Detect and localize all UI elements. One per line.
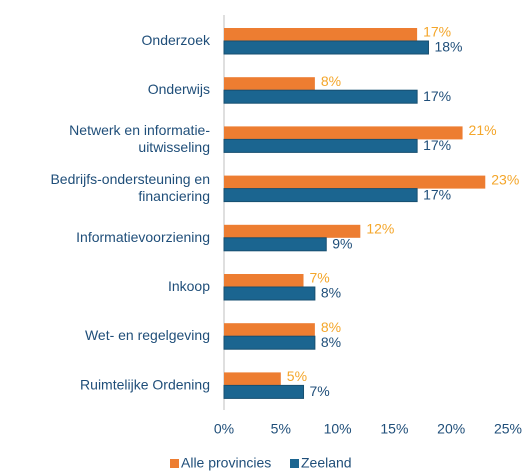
legend-swatch	[290, 459, 299, 468]
bar	[224, 274, 304, 287]
bar	[224, 77, 315, 91]
category-label: Onderzoek	[142, 32, 211, 48]
legend-swatch	[170, 459, 179, 468]
x-tick-label: 15%	[380, 421, 408, 437]
bar	[224, 28, 418, 41]
category-label: Ruimtelijke Ordening	[80, 376, 210, 392]
value-label: 23%	[491, 171, 519, 187]
bar	[223, 138, 418, 153]
bar	[223, 89, 418, 104]
value-label: 7%	[310, 270, 330, 286]
bar	[223, 286, 316, 301]
x-tick-label: 20%	[437, 421, 465, 437]
x-tick-label: 10%	[324, 421, 352, 437]
value-label: 7%	[310, 383, 330, 399]
bar	[223, 384, 305, 399]
value-label: 17%	[423, 24, 451, 40]
value-label: 17%	[423, 186, 451, 202]
category-label: Inkoop	[168, 278, 210, 294]
value-label: 8%	[321, 319, 341, 335]
value-label: 17%	[423, 88, 451, 104]
legend-label: Alle provincies	[181, 455, 271, 471]
x-tick-label: 25%	[494, 421, 522, 437]
value-label: 21%	[469, 122, 497, 138]
value-label: 8%	[321, 285, 341, 301]
bar	[223, 335, 316, 350]
value-label: 17%	[423, 137, 451, 153]
x-tick-label: 0%	[214, 421, 234, 437]
category-label: Informatievoorziening	[76, 229, 210, 245]
category-label: Wet- en regelgeving	[85, 327, 210, 343]
value-label: 8%	[321, 73, 341, 89]
value-label: 9%	[332, 236, 352, 252]
value-label: 5%	[287, 368, 307, 384]
value-label: 8%	[321, 334, 341, 350]
bar	[224, 175, 486, 189]
category-label: Onderwijs	[148, 81, 210, 97]
bar	[223, 40, 429, 55]
x-tick-label: 5%	[271, 421, 291, 437]
bar	[224, 126, 463, 140]
category-label: Netwerk en informatie-uitwisseling	[69, 122, 210, 155]
bar	[224, 372, 281, 386]
value-label: 12%	[366, 221, 394, 237]
bar	[224, 224, 361, 238]
bar	[224, 323, 315, 337]
category-label: Bedrijfs-ondersteuning en financiering	[50, 171, 210, 204]
value-label: 18%	[434, 39, 462, 55]
legend-label: Zeeland	[301, 455, 352, 471]
bar	[223, 188, 418, 203]
bar	[223, 237, 327, 252]
